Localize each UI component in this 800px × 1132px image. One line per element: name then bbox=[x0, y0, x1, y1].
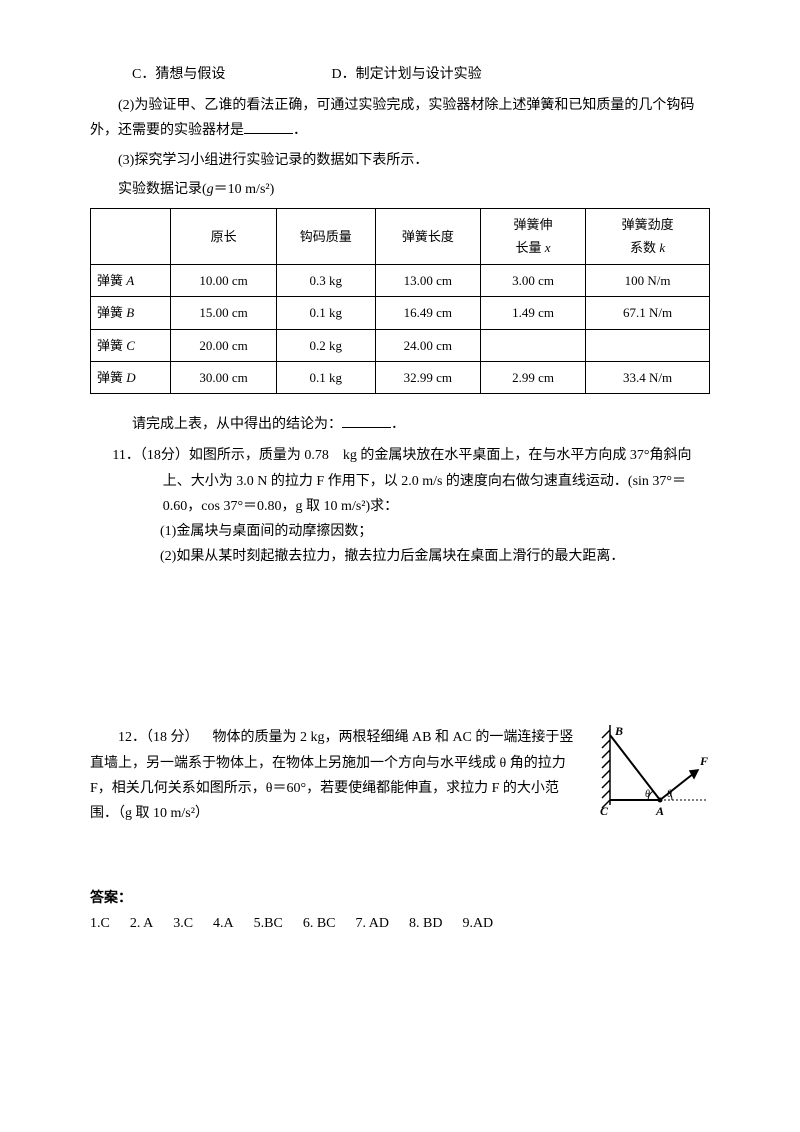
answer-item: 8. BD bbox=[409, 916, 442, 931]
para4-suffix: ) bbox=[270, 182, 275, 197]
question-11: 11．（18分）如图所示，质量为 0.78 kg 的金属块放在水平桌面上，在与水… bbox=[90, 443, 710, 569]
th-1: 原长 bbox=[171, 208, 276, 264]
table-cell: 100 N/m bbox=[586, 264, 710, 296]
answers: 答案： 1.C 2. A 3.C 4.A 5.BC 6. BC 7. AD 8. BD 9.AD bbox=[90, 886, 710, 936]
answer-item: 1.C bbox=[90, 916, 110, 931]
para4-g: g bbox=[207, 182, 214, 197]
table-cell: 弹簧 C bbox=[91, 329, 171, 361]
answer-item: 3.C bbox=[173, 916, 193, 931]
blank-2 bbox=[342, 414, 391, 428]
table-cell: 24.00 cm bbox=[375, 329, 480, 361]
answer-item: 5.BC bbox=[254, 916, 283, 931]
answer-item: 7. AD bbox=[356, 916, 389, 931]
option-d: D．制定计划与设计实验 bbox=[332, 67, 482, 82]
table-cell: 13.00 cm bbox=[375, 264, 480, 296]
table-cell: 2.99 cm bbox=[480, 361, 585, 393]
table-cell: 0.1 kg bbox=[276, 361, 375, 393]
table-header-row: 原长 钩码质量 弹簧长度 弹簧伸长量 x 弹簧劲度系数 k bbox=[91, 208, 710, 264]
q11-title: 11．（18分）如图所示，质量为 0.78 kg 的金属块放在水平桌面上，在与水… bbox=[90, 443, 710, 519]
conclusion-end: ． bbox=[391, 417, 405, 432]
conclusion-text: 请完成上表，从中得出的结论为： bbox=[132, 417, 342, 432]
blank-1 bbox=[244, 120, 293, 134]
th-4: 弹簧伸长量 x bbox=[480, 208, 585, 264]
table-row: 弹簧 C20.00 cm0.2 kg24.00 cm bbox=[91, 329, 710, 361]
para4-prefix: 实验数据记录( bbox=[118, 182, 207, 197]
answer-item: 6. BC bbox=[303, 916, 336, 931]
table-row: 弹簧 D30.00 cm0.1 kg32.99 cm2.99 cm33.4 N/… bbox=[91, 361, 710, 393]
table-cell: 弹簧 A bbox=[91, 264, 171, 296]
table-cell: 10.00 cm bbox=[171, 264, 276, 296]
table-row: 弹簧 A10.00 cm0.3 kg13.00 cm3.00 cm100 N/m bbox=[91, 264, 710, 296]
table-cell: 弹簧 D bbox=[91, 361, 171, 393]
table-cell: 30.00 cm bbox=[171, 361, 276, 393]
answer-item: 2. A bbox=[130, 916, 153, 931]
th-2: 钩码质量 bbox=[276, 208, 375, 264]
th-0 bbox=[91, 208, 171, 264]
table-cell: 67.1 N/m bbox=[586, 297, 710, 329]
spacer bbox=[90, 569, 710, 719]
table-cell: 15.00 cm bbox=[171, 297, 276, 329]
para-2: (2)为验证甲、乙谁的看法正确，可通过实验完成，实验器材除上述弹簧和已知质量的几… bbox=[90, 93, 710, 143]
table-cell: 33.4 N/m bbox=[586, 361, 710, 393]
fig-label-c: C bbox=[600, 804, 609, 818]
fig-label-a: A bbox=[655, 804, 664, 818]
th-3: 弹簧长度 bbox=[375, 208, 480, 264]
fig-label-b: B bbox=[614, 725, 623, 738]
q11-sub2: (2)如果从某时刻起撤去拉力，撤去拉力后金属块在桌面上滑行的最大距离． bbox=[90, 544, 710, 569]
table-cell: 3.00 cm bbox=[480, 264, 585, 296]
table-cell: 0.1 kg bbox=[276, 297, 375, 329]
table-cell: 0.2 kg bbox=[276, 329, 375, 361]
table-cell: 1.49 cm bbox=[480, 297, 585, 329]
fig-label-f: F bbox=[699, 754, 708, 768]
table-cell: 弹簧 B bbox=[91, 297, 171, 329]
answers-line: 1.C 2. A 3.C 4.A 5.BC 6. BC 7. AD 8. BD 9.AD bbox=[90, 911, 710, 936]
para-2-end: ． bbox=[293, 123, 307, 138]
table-cell: 20.00 cm bbox=[171, 329, 276, 361]
table-cell: 0.3 kg bbox=[276, 264, 375, 296]
diagram-svg: B C A F θ θ bbox=[590, 725, 720, 825]
table-cell bbox=[480, 329, 585, 361]
conclusion: 请完成上表，从中得出的结论为： ． bbox=[90, 412, 710, 437]
option-row: C．猜想与假设 D．制定计划与设计实验 bbox=[90, 62, 710, 87]
table-cell bbox=[586, 329, 710, 361]
table-row: 弹簧 B15.00 cm0.1 kg16.49 cm1.49 cm67.1 N/… bbox=[91, 297, 710, 329]
option-c: C．猜想与假设 bbox=[132, 62, 328, 87]
para4-eq: ＝10 m/s² bbox=[214, 182, 270, 197]
q11-sub1: (1)金属块与桌面间的动摩擦因数； bbox=[90, 519, 710, 544]
para-3: (3)探究学习小组进行实验记录的数据如下表所示． bbox=[90, 148, 710, 173]
table-cell: 16.49 cm bbox=[375, 297, 480, 329]
th-5: 弹簧劲度系数 k bbox=[586, 208, 710, 264]
figure-q12: B C A F θ θ bbox=[590, 725, 720, 834]
answer-item: 4.A bbox=[213, 916, 234, 931]
para-4: 实验数据记录(g＝10 m/s²) bbox=[90, 177, 710, 202]
answer-item: 9.AD bbox=[462, 916, 493, 931]
table-cell: 32.99 cm bbox=[375, 361, 480, 393]
question-12: 12．（18 分） 物体的质量为 2 kg，两根轻细绳 AB 和 AC 的一端连… bbox=[90, 725, 710, 826]
data-table: 原长 钩码质量 弹簧长度 弹簧伸长量 x 弹簧劲度系数 k 弹簧 A10.00 … bbox=[90, 208, 710, 394]
fig-theta-2: θ bbox=[667, 789, 672, 800]
para-2-text: (2)为验证甲、乙谁的看法正确，可通过实验完成，实验器材除上述弹簧和已知质量的几… bbox=[90, 98, 694, 138]
answers-title: 答案： bbox=[90, 886, 710, 911]
fig-theta-1: θ bbox=[645, 789, 650, 800]
